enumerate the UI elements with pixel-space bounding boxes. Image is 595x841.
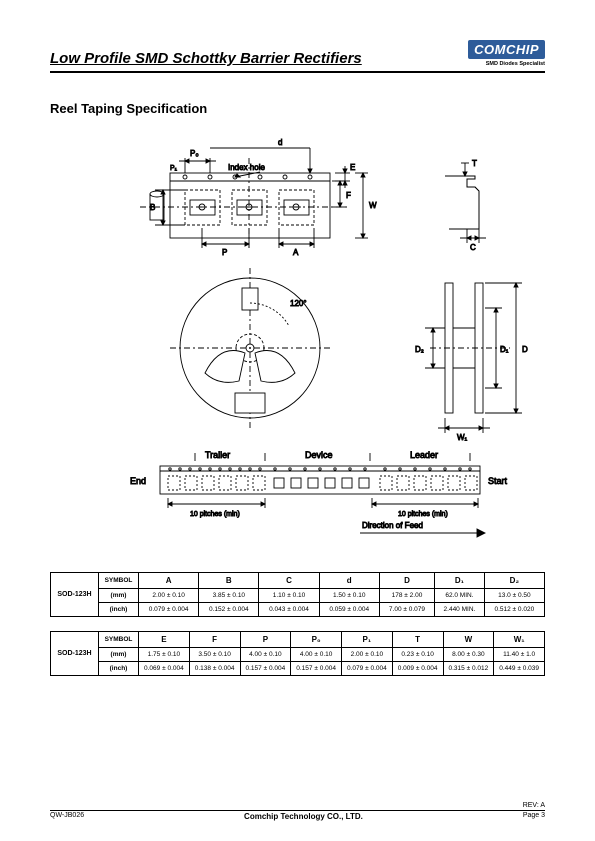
svg-text:W₁: W₁: [457, 433, 468, 442]
val: 0.043 ± 0.004: [259, 603, 319, 617]
spec-table-1: SOD-123H SYMBOL A B C d D D₁ D₂ (mm) 2.0…: [50, 572, 545, 617]
val: 1.75 ± 0.10: [139, 648, 190, 662]
val: 0.157 ± 0.004: [291, 662, 342, 676]
company-logo: COMCHIP: [468, 40, 545, 59]
reel-taping-diagram: P₀ d P₁ Index hole E: [50, 128, 545, 558]
val: 0.23 ± 0.10: [392, 648, 443, 662]
val: 2.00 ± 0.10: [139, 589, 199, 603]
svg-text:Start: Start: [488, 476, 508, 486]
col-P0: P₀: [291, 632, 342, 648]
svg-text:W: W: [369, 201, 377, 210]
col-P1: P₁: [342, 632, 393, 648]
header: Low Profile SMD Schottky Barrier Rectifi…: [50, 40, 545, 73]
val: 4.00 ± 0.10: [240, 648, 291, 662]
part-number: SOD-123H: [51, 632, 99, 676]
svg-text:T: T: [472, 159, 477, 168]
spec-table-2: SOD-123H SYMBOL E F P P₀ P₁ T W W₁ (mm) …: [50, 631, 545, 676]
val: 11.40 ± 1.0: [494, 648, 545, 662]
logo-subtitle: SMD Diodes Specialist: [468, 61, 545, 67]
val: 0.449 ± 0.039: [494, 662, 545, 676]
svg-text:D₂: D₂: [415, 345, 424, 354]
val: 1.10 ± 0.10: [259, 589, 319, 603]
col-W1: W₁: [494, 632, 545, 648]
val: 3.85 ± 0.10: [199, 589, 259, 603]
svg-text:B: B: [150, 203, 155, 212]
col-F: F: [189, 632, 240, 648]
svg-text:P₁: P₁: [170, 165, 178, 172]
col-W: W: [443, 632, 494, 648]
svg-text:Device: Device: [305, 450, 333, 460]
val: 7.00 ± 0.079: [379, 603, 434, 617]
val: 0.157 ± 0.004: [240, 662, 291, 676]
svg-text:10 pitches (min): 10 pitches (min): [398, 511, 448, 518]
val: 0.059 ± 0.004: [319, 603, 379, 617]
val: 0.512 ± 0.020: [484, 603, 544, 617]
doc-number: QW-JB026: [50, 812, 84, 821]
val: 2.00 ± 0.10: [342, 648, 393, 662]
svg-text:C: C: [470, 243, 476, 252]
val: 1.50 ± 0.10: [319, 589, 379, 603]
col-E: E: [139, 632, 190, 648]
col-D2: D₂: [484, 573, 544, 589]
col-d: d: [319, 573, 379, 589]
symbol-header: SYMBOL: [99, 573, 139, 589]
val: 13.0 ± 0.50: [484, 589, 544, 603]
val: 3.50 ± 0.10: [189, 648, 240, 662]
val: 4.00 ± 0.10: [291, 648, 342, 662]
col-P: P: [240, 632, 291, 648]
svg-text:P: P: [222, 248, 227, 257]
val: 62.0 MIN.: [435, 589, 485, 603]
val: 2.440 MIN.: [435, 603, 485, 617]
svg-text:F: F: [346, 191, 351, 200]
val: 0.138 ± 0.004: [189, 662, 240, 676]
part-number: SOD-123H: [51, 573, 99, 617]
col-A: A: [139, 573, 199, 589]
col-D1: D₁: [435, 573, 485, 589]
unit-mm: (mm): [99, 648, 139, 662]
val: 0.315 ± 0.012: [443, 662, 494, 676]
company-name: Comchip Technology CO., LTD.: [84, 812, 523, 821]
page-title: Low Profile SMD Schottky Barrier Rectifi…: [50, 50, 362, 67]
svg-text:120°: 120°: [290, 299, 307, 308]
col-B: B: [199, 573, 259, 589]
svg-text:P₀: P₀: [190, 149, 199, 158]
svg-text:E: E: [350, 163, 355, 172]
val: 0.152 ± 0.004: [199, 603, 259, 617]
section-title: Reel Taping Specification: [50, 101, 545, 116]
svg-text:Index hole: Index hole: [228, 163, 265, 172]
col-C: C: [259, 573, 319, 589]
val: 8.00 ± 0.30: [443, 648, 494, 662]
page-number: Page 3: [523, 812, 545, 821]
col-T: T: [392, 632, 443, 648]
unit-inch: (inch): [99, 662, 139, 676]
unit-inch: (inch): [99, 603, 139, 617]
val: 0.069 ± 0.004: [139, 662, 190, 676]
val: 0.079 ± 0.004: [342, 662, 393, 676]
val: 0.009 ± 0.004: [392, 662, 443, 676]
revision: REV: A: [50, 802, 545, 809]
val: 178 ± 2.00: [379, 589, 434, 603]
svg-text:D: D: [522, 345, 528, 354]
svg-text:Direction of Feed: Direction of Feed: [362, 521, 423, 530]
svg-text:D₁: D₁: [500, 345, 509, 354]
svg-text:End: End: [130, 476, 146, 486]
col-D: D: [379, 573, 434, 589]
svg-text:d: d: [278, 138, 282, 147]
logo-block: COMCHIP SMD Diodes Specialist: [468, 40, 545, 67]
svg-text:10 pitches (min): 10 pitches (min): [190, 511, 240, 518]
footer: REV: A QW-JB026 Comchip Technology CO., …: [50, 802, 545, 821]
svg-text:Trailer: Trailer: [205, 450, 230, 460]
unit-mm: (mm): [99, 589, 139, 603]
val: 0.079 ± 0.004: [139, 603, 199, 617]
svg-text:A: A: [293, 248, 299, 257]
svg-text:Leader: Leader: [410, 450, 438, 460]
symbol-header: SYMBOL: [99, 632, 139, 648]
